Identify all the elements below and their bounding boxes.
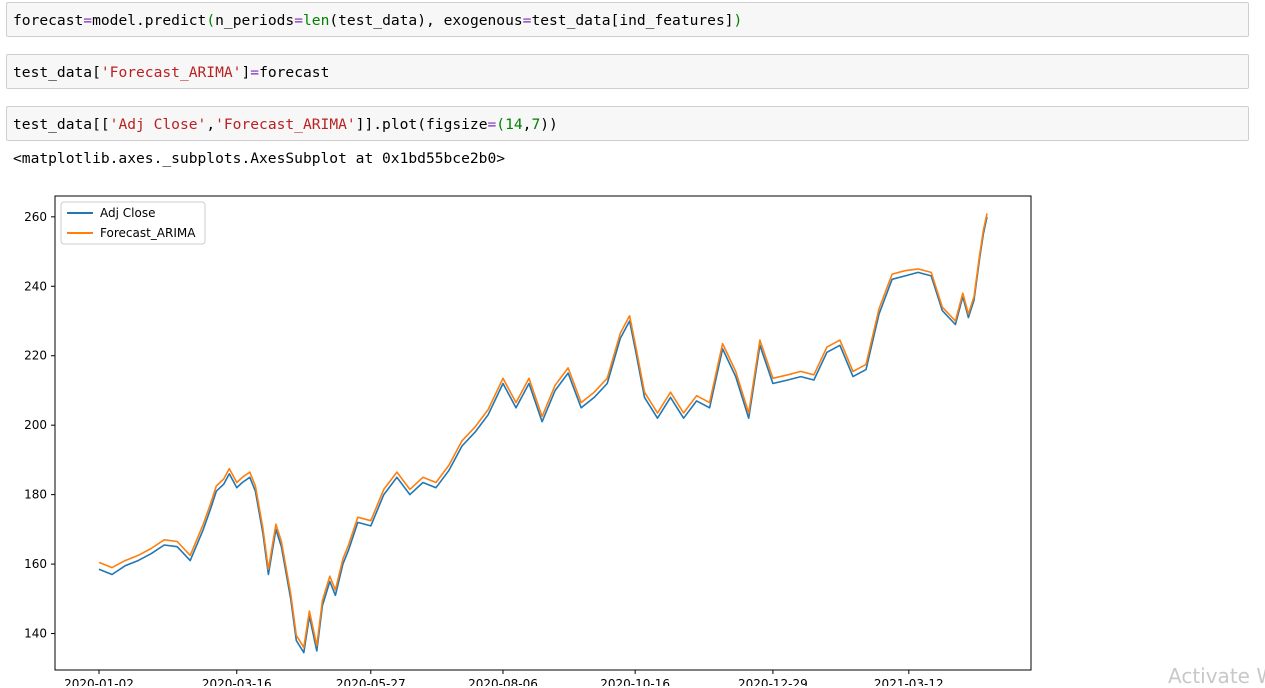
series-line-forecast-arima bbox=[98, 213, 988, 649]
x-tick-label: 2021-03-12 bbox=[874, 677, 944, 686]
y-tick-label: 160 bbox=[24, 557, 47, 571]
code-token: ]].plot(figsize bbox=[355, 116, 488, 133]
legend-label: Forecast_ARIMA bbox=[100, 226, 196, 240]
legend-box bbox=[60, 201, 206, 245]
code-token: ] bbox=[241, 64, 251, 81]
cell-output-text: <matplotlib.axes._subplots.AxesSubplot a… bbox=[13, 150, 506, 167]
x-tick-label: 2020-01-02 bbox=[64, 677, 134, 686]
line-chart: 140 160 180 200 220 240 260 2020-01-02 2020-03-… bbox=[24, 195, 1032, 686]
y-tick-label: 180 bbox=[24, 488, 47, 502]
chart-legend: Adj Close Forecast_ARIMA bbox=[60, 201, 206, 245]
x-tick-label: 2020-05-27 bbox=[336, 677, 406, 686]
code-token: forecast bbox=[13, 12, 84, 29]
code-token: len bbox=[303, 12, 330, 29]
y-tick-label: 240 bbox=[24, 279, 47, 293]
code-token: 14 bbox=[505, 116, 523, 133]
code-token: 'Forecast_ARIMA' bbox=[215, 116, 356, 133]
code-token: 7 bbox=[531, 116, 541, 133]
code-token: test_data[ind_features] bbox=[531, 12, 734, 29]
x-tick-label: 2020-10-16 bbox=[600, 677, 670, 686]
y-tick-label: 260 bbox=[24, 210, 47, 224]
code-token: 'Forecast_ARIMA' bbox=[100, 64, 242, 81]
activate-windows-watermark: Activate W bbox=[1168, 664, 1265, 688]
code-line: test_data[['Adj Close','Forecast_ARIMA']… bbox=[13, 116, 558, 133]
code-token: = bbox=[487, 116, 497, 133]
code-cell-predict[interactable]: forecast=model.predict(n_periods=len(tes… bbox=[6, 2, 1249, 37]
code-token: test_data[ bbox=[13, 64, 101, 81]
code-line: forecast=model.predict(n_periods=len(tes… bbox=[13, 12, 742, 29]
code-token: ( bbox=[206, 12, 216, 29]
series-line-adj-close bbox=[98, 216, 988, 654]
code-cell-assign-forecast[interactable]: test_data['Forecast_ARIMA']=forecast bbox=[6, 54, 1249, 89]
code-token: (test_data), exogenous bbox=[329, 12, 523, 29]
code-token: )) bbox=[540, 116, 558, 133]
code-line: test_data['Forecast_ARIMA']=forecast bbox=[13, 64, 329, 81]
code-token: 'Adj Close' bbox=[109, 116, 207, 133]
code-token: = bbox=[522, 12, 532, 29]
code-token: test_data[[ bbox=[13, 116, 110, 133]
legend-label: Adj Close bbox=[100, 206, 155, 220]
code-token: , bbox=[522, 116, 532, 133]
x-tick-label: 2020-03-16 bbox=[202, 677, 272, 686]
code-token: ) bbox=[733, 12, 743, 29]
x-tick-label: 2020-12-29 bbox=[738, 677, 808, 686]
y-tick-label: 140 bbox=[24, 627, 47, 641]
code-token: = bbox=[294, 12, 303, 29]
code-cell-plot[interactable]: test_data[['Adj Close','Forecast_ARIMA']… bbox=[6, 106, 1249, 141]
x-tick-label: 2020-08-06 bbox=[468, 677, 538, 686]
plot-area-frame bbox=[54, 195, 1032, 671]
y-axis: 140 160 180 200 220 240 260 bbox=[24, 210, 55, 641]
y-tick-label: 200 bbox=[24, 418, 47, 432]
code-token: ( bbox=[496, 116, 506, 133]
y-tick-label: 220 bbox=[24, 349, 47, 363]
code-token: = bbox=[83, 12, 93, 29]
series-group bbox=[98, 213, 988, 654]
code-token: forecast bbox=[259, 64, 330, 81]
code-token: , bbox=[206, 116, 216, 133]
code-token: model.predict bbox=[92, 12, 207, 29]
code-token: = bbox=[250, 64, 260, 81]
x-axis: 2020-01-02 2020-03-16 2020-05-27 2020-08-06… bbox=[64, 670, 944, 686]
code-token: n_periods bbox=[215, 12, 295, 29]
